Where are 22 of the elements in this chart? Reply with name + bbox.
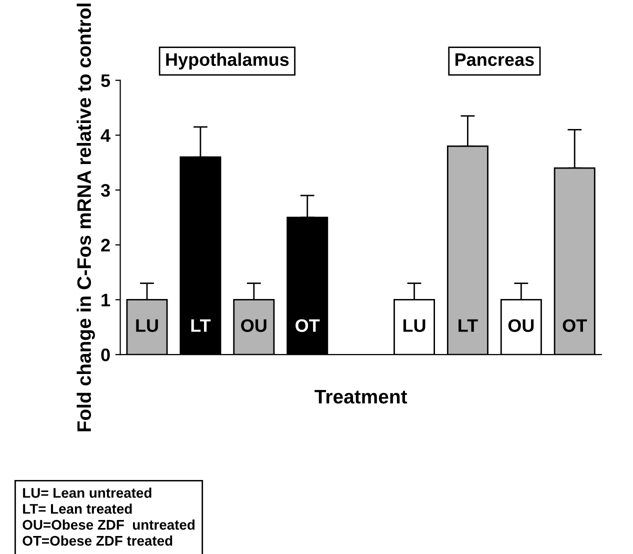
- x-tick-label: OT: [562, 319, 587, 332]
- y-tick-label: 2: [101, 238, 110, 252]
- x-tick-label: OT: [296, 319, 320, 332]
- x-tick-label: LT: [191, 319, 211, 332]
- y-tick-label: 1: [102, 294, 110, 306]
- text: Hypothalamus: [166, 52, 289, 70]
- text: LU= Lean untreated: [23, 488, 152, 498]
- x-tick-label: LU: [136, 319, 158, 332]
- x-axis-title: Treatment: [314, 390, 408, 404]
- text: LT= Lean treated: [23, 504, 132, 514]
- y-tick-label: 3: [100, 184, 110, 197]
- x-tick-label: LT: [458, 319, 478, 332]
- text: OU=Obese ZDF untreated: [22, 520, 194, 530]
- x-tick-label: LU: [403, 319, 426, 332]
- y-tick-label: 4: [100, 129, 110, 142]
- text: OT=Obese ZDF treated: [22, 536, 172, 546]
- x-tick-label: OU: [508, 319, 534, 332]
- y-tick-label: 0: [101, 348, 110, 362]
- y-axis-title: Fold change in C-Fos mRNA relative to control: [76, 4, 95, 432]
- y-tick-label: 5: [101, 74, 110, 88]
- x-tick-label: OU: [241, 319, 266, 332]
- text: Pancreas: [456, 53, 534, 66]
